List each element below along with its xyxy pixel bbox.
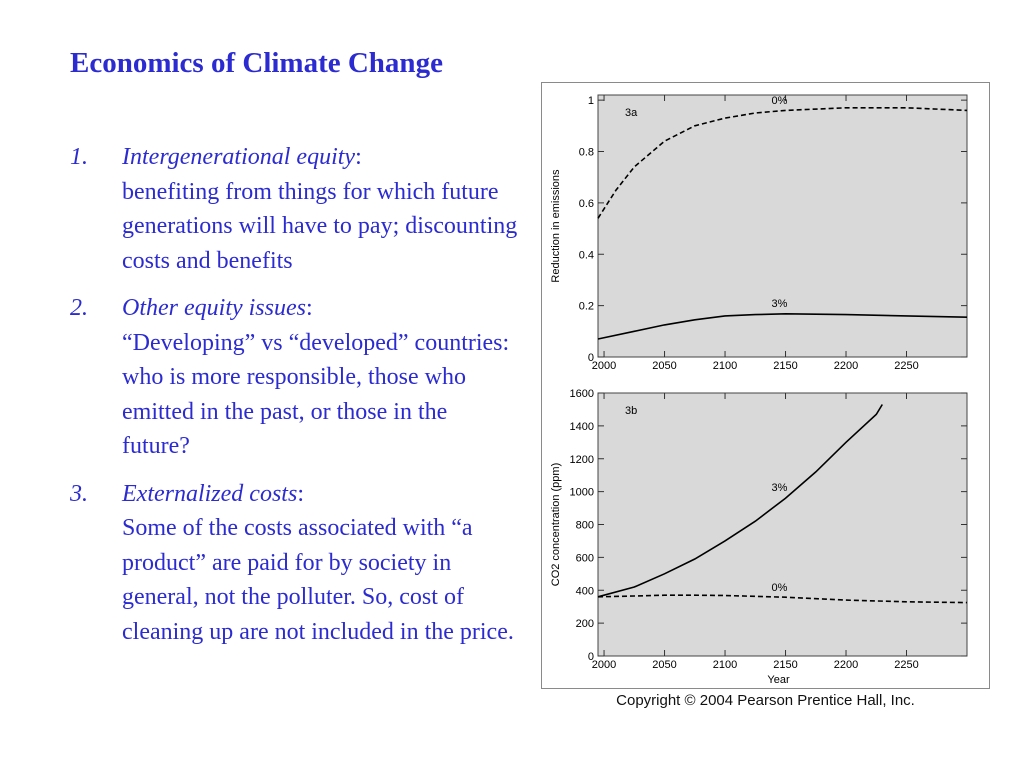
point-body: Some of the costs associated with “a pro… (122, 515, 514, 645)
copyright-notice: Copyright © 2004 Pearson Prentice Hall, … (616, 692, 915, 709)
x-tick-label: 2200 (834, 659, 858, 671)
x-tick-label: 2050 (652, 659, 676, 671)
point-colon: : (297, 480, 304, 507)
y-tick-label: 0.2 (579, 301, 594, 313)
plot-area (597, 94, 968, 358)
x-tick-label: 2250 (894, 360, 918, 372)
y-tick-label: 0.6 (579, 198, 594, 210)
series-label: 0% (772, 582, 788, 594)
point-number: 3. (70, 480, 88, 507)
series-label: 3% (772, 298, 788, 310)
point-intergenerational-equity: 1. Intergenerational equity: benefiting … (70, 140, 520, 278)
panel-label: 3b (625, 405, 637, 417)
x-tick-label: 2200 (834, 360, 858, 372)
point-number: 2. (70, 295, 88, 321)
point-colon: : (305, 295, 313, 321)
y-tick-label: 600 (576, 552, 594, 564)
point-body: benefiting from things for which future … (122, 178, 518, 274)
point-term: Externalized costs (122, 480, 298, 507)
y-tick-label: 1200 (570, 454, 594, 466)
point-externalized-costs: 3. Externalized costs: Some of the costs… (70, 477, 520, 650)
y-tick-label: 1600 (570, 388, 594, 400)
point-list: 1. Intergenerational equity: benefiting … (70, 140, 520, 662)
x-tick-label: 2100 (713, 360, 737, 372)
x-axis-label: Year (767, 674, 790, 686)
series-line (597, 312, 968, 340)
point-number: 1. (70, 144, 88, 170)
figure-frame: 2000 2050 2100 2150 2200 2250 0 0.2 0.4 0.6 0.8 1 3a… (541, 82, 990, 689)
y-tick-label: 0.8 (579, 147, 594, 159)
x-tick-label: 2100 (713, 659, 737, 671)
y-tick-label: 1 (588, 95, 594, 107)
point-term: Other equity issues (122, 295, 306, 321)
x-tick-label: 2150 (773, 659, 797, 671)
y-tick-label: 1000 (570, 487, 594, 499)
y-axis-label: Reduction in emissions (550, 169, 562, 283)
series-line (597, 404, 883, 598)
y-tick-label: 1400 (570, 421, 594, 433)
y-tick-label: 800 (576, 520, 594, 532)
y-tick-label: 0.4 (579, 249, 594, 261)
x-tick-label: 2000 (592, 360, 616, 372)
panel-label: 3a (625, 107, 638, 119)
x-tick-label: 2150 (773, 360, 797, 372)
y-tick-label: 0 (588, 352, 594, 364)
slide-title: Economics of Climate Change (70, 47, 443, 79)
y-tick-label: 0 (588, 651, 594, 663)
x-tick-label: 2250 (894, 659, 918, 671)
point-colon: : (355, 144, 362, 170)
x-tick-label: 2050 (652, 360, 676, 372)
series-line (597, 594, 968, 604)
plot-area (597, 392, 968, 657)
y-tick-label: 200 (576, 618, 594, 630)
point-other-equity-issues: 2. Other equity issues: “Developing” vs … (70, 291, 520, 464)
x-tick-label: 2000 (592, 659, 616, 671)
point-body: “Developing” vs “developed” countries: w… (122, 329, 510, 460)
y-axis-label: CO2 concentration (ppm) (550, 463, 562, 587)
series-label: 0% (772, 95, 788, 107)
point-term: Intergenerational equity (122, 144, 356, 170)
series-label: 3% (772, 482, 788, 494)
figure-svg: 2000 2050 2100 2150 2200 225000.20.40.60.813a… (550, 94, 968, 686)
y-tick-label: 400 (576, 585, 594, 597)
